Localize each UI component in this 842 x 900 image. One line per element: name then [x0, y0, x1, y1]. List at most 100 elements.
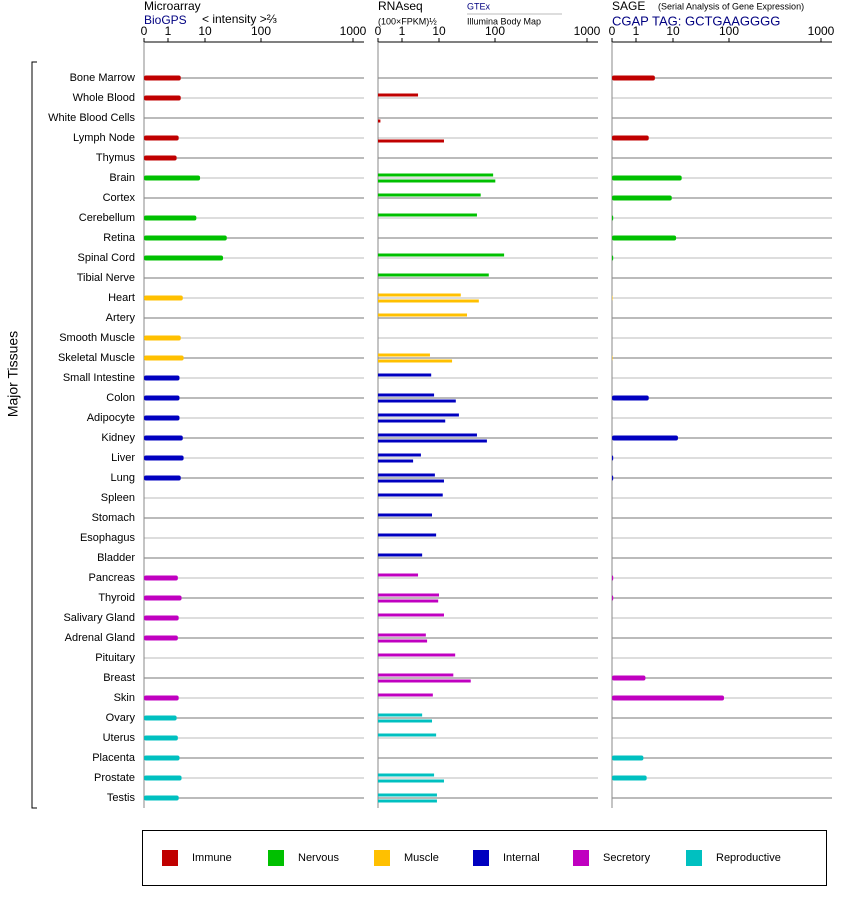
legend-label: Secretory — [603, 852, 651, 864]
legend-label: Muscle — [404, 852, 439, 864]
tissue-label: Lung — [111, 472, 135, 484]
bar — [378, 399, 456, 403]
legend-swatch — [473, 850, 489, 866]
bar — [612, 135, 649, 141]
bar — [144, 795, 179, 801]
tissue-label: Cerebellum — [79, 212, 135, 224]
bar — [144, 415, 180, 421]
bar — [144, 255, 224, 261]
bar — [378, 179, 496, 183]
bar — [378, 93, 419, 97]
x-tick-label: 1000 — [808, 24, 835, 38]
tissue-label: Pituitary — [95, 652, 135, 664]
tissue-label: Lymph Node — [73, 132, 135, 144]
bar — [144, 295, 183, 301]
tissue-label: Pancreas — [89, 572, 136, 584]
bar — [612, 695, 725, 701]
bar — [612, 675, 646, 681]
bar — [144, 75, 181, 81]
x-tick-label: 10 — [198, 24, 212, 38]
panel-title: RNAseq — [378, 0, 423, 13]
bar — [612, 295, 613, 301]
sage-tag: CGAP TAG: GCTGAAGGGG — [612, 13, 780, 28]
panel-title: SAGE — [612, 0, 645, 13]
tissue-label: Retina — [103, 232, 136, 244]
panel-subtitle: BioGPS — [144, 13, 187, 27]
tissue-label: Bone Marrow — [70, 72, 135, 84]
bar — [378, 633, 426, 637]
bar — [144, 775, 182, 781]
bar — [378, 359, 453, 363]
tissue-label: Tibial Nerve — [77, 272, 135, 284]
tissue-label: Artery — [106, 312, 136, 324]
legend-swatch — [268, 850, 284, 866]
tissue-label: Spinal Cord — [78, 252, 135, 264]
tissue-label: Bladder — [97, 552, 135, 564]
tissue-label: Small Intestine — [63, 372, 135, 384]
tissue-label: Placenta — [92, 752, 136, 764]
panel-subtitle: (Serial Analysis of Gene Expression) — [658, 1, 804, 11]
legend-label: Immune — [192, 852, 232, 864]
bar — [612, 195, 672, 201]
tissue-label: Spleen — [101, 492, 135, 504]
tissue-label: Prostate — [94, 772, 135, 784]
tissue-label: Esophagus — [80, 532, 136, 544]
tissue-label: Kidney — [101, 432, 135, 444]
bar — [378, 613, 444, 617]
bar — [612, 595, 614, 601]
tissue-label: White Blood Cells — [48, 112, 135, 124]
legend-swatch — [573, 850, 589, 866]
bar — [378, 693, 433, 697]
x-tick-label: 1 — [165, 24, 172, 38]
bar — [144, 435, 183, 441]
x-tick-label: 1000 — [574, 24, 601, 38]
bar — [144, 395, 180, 401]
bar — [144, 455, 184, 461]
bar — [612, 255, 614, 261]
bar — [144, 155, 177, 161]
bar — [378, 719, 433, 723]
tissue-label: Heart — [108, 292, 135, 304]
scale-label: (100×FPKM)½ — [378, 16, 437, 26]
bar — [378, 773, 435, 777]
bar — [378, 313, 467, 317]
bar — [378, 353, 430, 357]
bar — [144, 755, 180, 761]
bar — [378, 293, 461, 297]
tissue-label: Adipocyte — [87, 412, 135, 424]
bar — [144, 635, 178, 641]
x-tick-label: 10 — [666, 24, 680, 38]
bar — [612, 455, 614, 461]
bar — [144, 355, 184, 361]
tissue-label: Thymus — [96, 152, 136, 164]
tissue-label: Skin — [114, 692, 135, 704]
scale-label: < intensity >⅔ — [202, 12, 277, 26]
bar — [378, 513, 433, 517]
bar — [378, 533, 437, 537]
bar — [612, 395, 649, 401]
bar — [378, 299, 479, 303]
bar — [378, 373, 432, 377]
x-tick-label: 10 — [432, 24, 446, 38]
bar — [144, 475, 181, 481]
bar — [612, 435, 678, 441]
legend-swatch — [686, 850, 702, 866]
tissue-label: Uterus — [103, 732, 136, 744]
bar — [144, 235, 227, 241]
tissue-label: Whole Blood — [73, 92, 135, 104]
bar — [378, 419, 446, 423]
legend-swatch — [162, 850, 178, 866]
bar — [144, 695, 179, 701]
bar — [612, 475, 614, 481]
bar — [612, 215, 614, 221]
bar — [378, 193, 481, 197]
bar — [144, 135, 179, 141]
bar — [144, 735, 178, 741]
bar — [378, 799, 437, 803]
bar — [378, 573, 419, 577]
bar — [378, 213, 477, 217]
bar — [378, 733, 437, 737]
bar — [144, 715, 177, 721]
tissue-label: Thyroid — [98, 592, 135, 604]
